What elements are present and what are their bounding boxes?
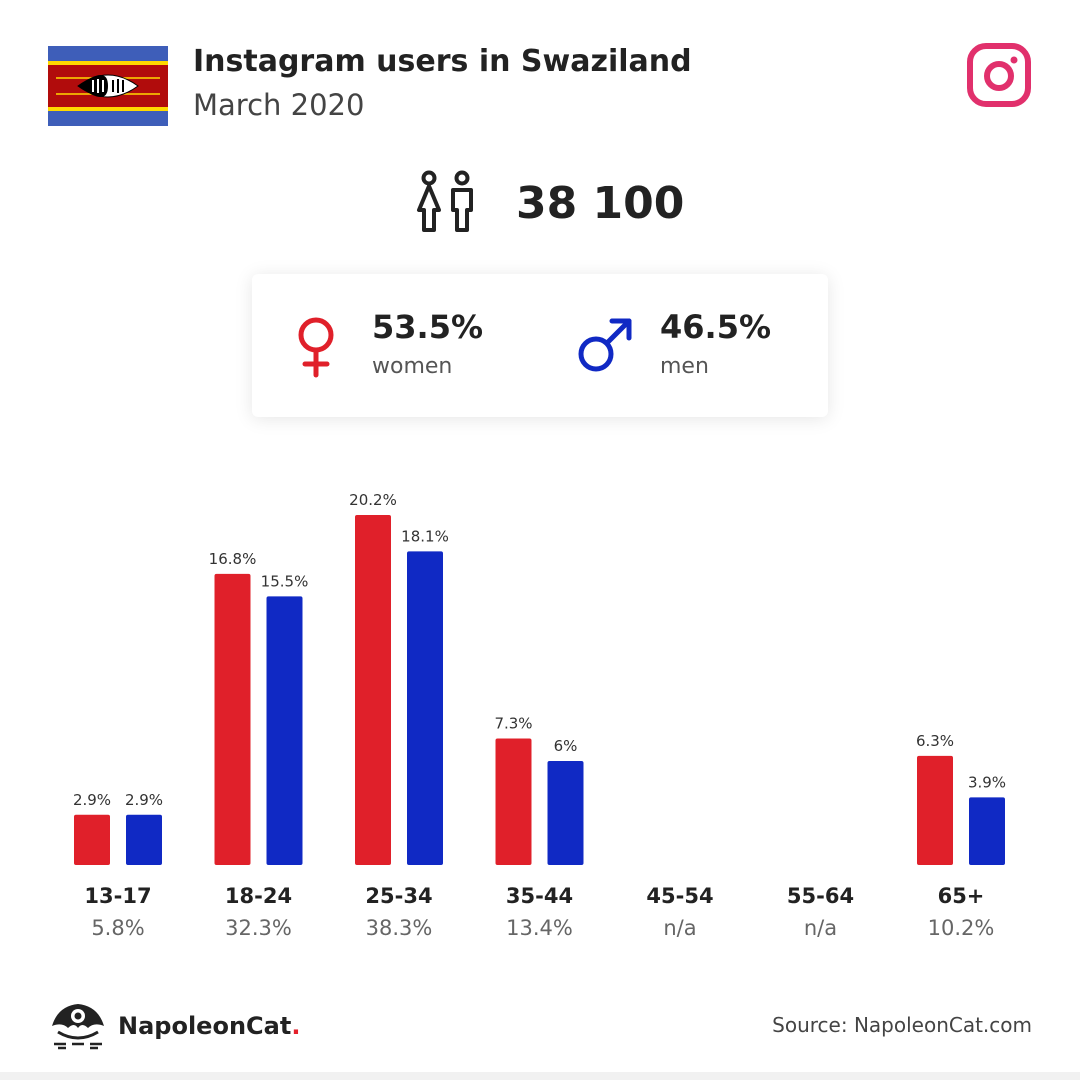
- category-label: 25-34: [365, 884, 433, 908]
- category-total: 13.4%: [506, 916, 573, 940]
- men-label: men: [660, 354, 709, 379]
- category-total: 38.3%: [365, 916, 433, 940]
- category-label: 55-64: [786, 884, 855, 908]
- bar-women-18-24: [214, 573, 251, 865]
- brand-name: NapoleonCat.: [118, 1012, 300, 1040]
- total-users-value: 38 100: [516, 177, 685, 229]
- age-gender-chart: 2.9% 2.9% 16.8% 15.5% 20.2% 18.1% 7.3% 6% 6.3% 3.…: [0, 460, 1080, 960]
- bar-women-13-17: [74, 814, 110, 865]
- bar-value-label: 2.9%: [73, 791, 111, 809]
- category-label: 45-54: [646, 884, 714, 908]
- brand-dot: .: [291, 1012, 301, 1040]
- category-total: n/a: [663, 916, 697, 940]
- bar-men-25-34: [407, 551, 443, 865]
- category-label: 65+: [937, 884, 985, 908]
- page-subtitle: March 2020: [193, 88, 365, 122]
- instagram-icon: [967, 43, 1031, 107]
- bar-value-label: 15.5%: [261, 572, 309, 590]
- bar-value-label: 7.3%: [494, 715, 532, 733]
- bar-value-label: 16.8%: [209, 550, 257, 568]
- men-percentage: 46.5%: [660, 308, 772, 346]
- category-label: 13-17: [84, 884, 152, 908]
- bar-women-25-34: [355, 515, 391, 865]
- bar-women-65+: [917, 755, 953, 865]
- bar-value-label: 6%: [554, 737, 578, 755]
- male-icon: [578, 318, 632, 372]
- total-users: 38 100: [410, 168, 684, 238]
- category-total: n/a: [803, 916, 838, 940]
- bar-value-label: 18.1%: [401, 527, 449, 545]
- page-title: Instagram users in Swaziland: [193, 44, 692, 79]
- bar-chart-svg: 2.9% 2.9% 16.8%15.5% 20.2%18.1% 7.3% 6% 6.3% 3.…: [73, 491, 1006, 865]
- bar-women-35-44: [495, 738, 532, 865]
- napoleoncat-logo-icon: [52, 1004, 104, 1050]
- gender-card: 53.5% women 46.5% men: [252, 274, 828, 417]
- female-icon: [298, 317, 334, 378]
- bar-men-13-17: [126, 814, 162, 865]
- bar-value-label: 2.9%: [125, 791, 163, 809]
- category-label: 18-24: [224, 884, 293, 908]
- swaziland-flag: [48, 46, 168, 126]
- category-total: 32.3%: [225, 916, 292, 940]
- people-icon: [417, 170, 473, 232]
- bar-value-label: 6.3%: [916, 732, 954, 750]
- brand: NapoleonCat.: [48, 1000, 300, 1052]
- category-total: 10.2%: [927, 916, 995, 940]
- bar-value-label: 20.2%: [349, 491, 397, 509]
- category-total: 5.8%: [91, 916, 145, 940]
- source-credit: Source: NapoleonCat.com: [772, 1013, 1032, 1037]
- bottom-strip: [0, 1072, 1080, 1080]
- women-label: women: [372, 354, 453, 379]
- women-percentage: 53.5%: [372, 308, 484, 346]
- bar-value-label: 3.9%: [968, 773, 1006, 791]
- bar-men-18-24: [266, 596, 303, 865]
- brand-name-text: NapoleonCat: [118, 1012, 292, 1040]
- bar-men-35-44: [547, 761, 584, 865]
- category-label: 35-44: [505, 884, 574, 908]
- bar-men-65+: [969, 797, 1005, 865]
